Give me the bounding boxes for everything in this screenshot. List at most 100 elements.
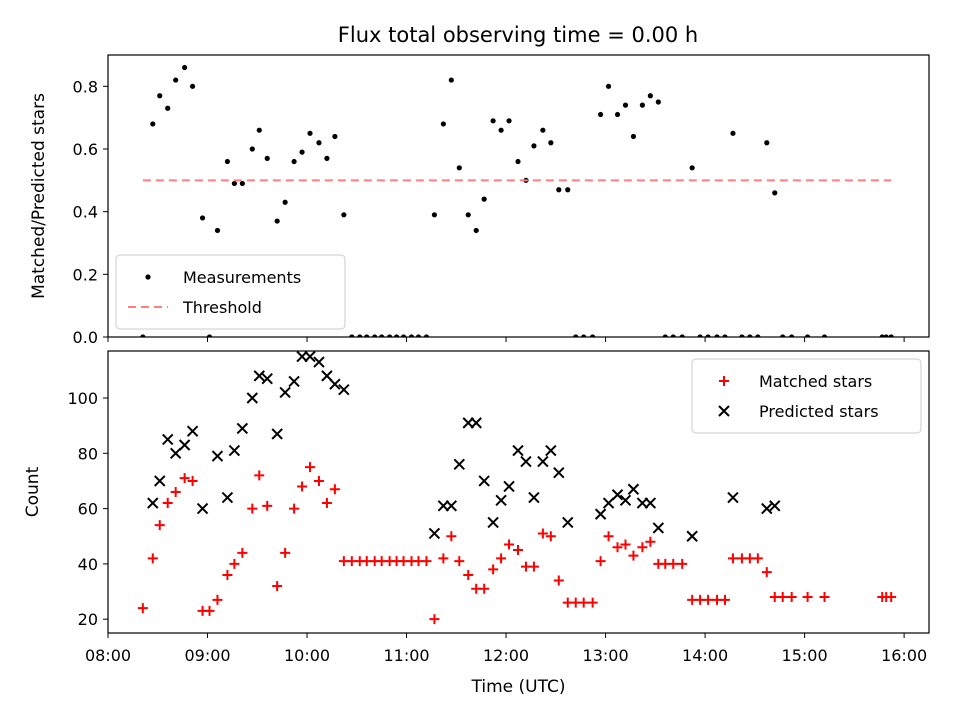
matched-stars-point	[137, 603, 148, 614]
measurements-point	[165, 105, 171, 111]
x-tick-label: 15:00	[782, 646, 828, 665]
predicted-stars-point	[236, 422, 249, 435]
measurements-point	[182, 64, 188, 71]
predicted-stars-point	[329, 378, 341, 390]
measurements-point	[804, 334, 811, 337]
measurements-point	[249, 146, 255, 152]
x-tick-label: 12:00	[483, 646, 529, 665]
matched-stars-point	[429, 614, 440, 625]
measurements-point	[206, 334, 213, 337]
matched-stars-point	[204, 605, 215, 616]
top-panel-ratio: 0.0 0.2 0.4 0.6 0.8 Matched/Predicted stars Me…	[29, 54, 930, 347]
legend-marker-matched-stars	[719, 376, 729, 386]
measurements-point	[387, 334, 393, 337]
y-axis-label: Matched/Predicted stars	[29, 93, 49, 299]
matched-stars-point	[212, 594, 223, 605]
matched-stars-point	[727, 553, 738, 564]
measurements-point	[722, 334, 728, 337]
measurements-point	[299, 149, 305, 155]
predicted-stars-point	[246, 392, 259, 404]
predicted-stars-point	[162, 433, 174, 446]
measurements-point	[379, 334, 385, 337]
measurements-point	[256, 127, 262, 133]
predicted-stars-point	[304, 351, 316, 363]
measurements-point	[540, 127, 546, 133]
x-tick-label: 08:00	[85, 646, 131, 665]
bottom-panel-counts: 20 40 60 80 100 08:00 09:00 10:00 11:00 12:00 13:0…	[23, 350, 930, 697]
predicted-stars-point	[154, 475, 166, 487]
predicted-stars-point	[644, 497, 657, 509]
measurements-point	[357, 334, 363, 337]
measurements-point	[730, 130, 736, 136]
matched-stars-point	[677, 558, 688, 569]
measurements-point	[614, 111, 621, 118]
matched-stars-point	[761, 567, 772, 578]
matched-stars-point	[628, 550, 639, 561]
matched-stars-point	[254, 470, 265, 481]
measurements-point	[264, 155, 270, 161]
x-tick-label: 10:00	[284, 646, 330, 665]
measurements-point	[556, 187, 562, 193]
matched-stars-point	[446, 531, 457, 542]
predicted-stars-point	[602, 497, 615, 509]
matched-stars-point	[187, 475, 198, 486]
measurements-point	[679, 334, 685, 337]
measurements-point	[573, 334, 579, 337]
measurements-point	[150, 121, 156, 127]
predicted-stars-point	[313, 356, 325, 368]
chart-title: Flux total observing time = 0.00 h	[338, 23, 698, 47]
predicted-stars-point	[196, 502, 209, 515]
measurements-point	[316, 140, 322, 146]
measurements-point	[274, 218, 280, 224]
predicted-stars-point	[338, 383, 350, 396]
plot-frame	[107, 54, 930, 338]
measurements-point	[465, 212, 471, 218]
matched-stars-point	[329, 484, 340, 495]
matched-stars-point	[421, 556, 432, 567]
matched-stars-point	[645, 536, 656, 547]
measurements-point	[605, 83, 612, 89]
legend-marker-predicted-stars	[718, 405, 730, 417]
y-tick-label: 20	[78, 610, 98, 629]
measurements-point	[291, 158, 297, 165]
measurements-point	[506, 118, 512, 124]
predicted-stars-point	[562, 516, 574, 529]
matched-stars-point	[620, 539, 631, 550]
measurements-point	[515, 158, 521, 165]
matched-stars-point	[454, 556, 465, 567]
predicted-stars-point	[686, 530, 698, 542]
matched-stars-point	[479, 583, 490, 594]
measurements-point	[224, 158, 231, 165]
matched-stars-point	[289, 503, 300, 514]
measurements-point	[231, 180, 237, 187]
measurements-point	[598, 111, 604, 118]
matched-stars-point	[612, 542, 623, 553]
predicted-stars-point	[528, 491, 540, 504]
predicted-stars-point	[271, 428, 283, 440]
legend-label-matched-stars: Matched stars	[759, 372, 872, 391]
y-tick-label: 0.2	[73, 265, 98, 284]
matched-stars-point	[537, 528, 548, 539]
x-tick-label: 09:00	[184, 646, 230, 665]
y-tick-label: 80	[78, 444, 98, 463]
measurements-point	[400, 334, 407, 337]
predicted-stars-point	[769, 500, 781, 512]
measurements-point	[565, 187, 571, 193]
measurements-point	[630, 133, 637, 140]
measurements-point	[199, 215, 206, 221]
matched-stars-point	[595, 556, 606, 567]
predicted-stars-point	[727, 491, 739, 504]
predicted-stars-point	[512, 444, 524, 457]
matched-stars-point	[496, 553, 507, 564]
matched-stars-point	[179, 473, 190, 484]
matched-stars-point	[578, 597, 589, 608]
predicted-stars-point	[611, 489, 624, 501]
measurements-point	[440, 121, 446, 127]
predicted-stars-point	[553, 466, 565, 479]
y-tick-label: 0.4	[73, 203, 98, 222]
legend: Measurements Threshold	[115, 254, 346, 330]
predicted-stars-point	[221, 491, 234, 504]
y-tick-label: 0.8	[73, 77, 98, 96]
matched-stars-point	[752, 553, 763, 564]
matched-stars-point	[321, 498, 332, 509]
